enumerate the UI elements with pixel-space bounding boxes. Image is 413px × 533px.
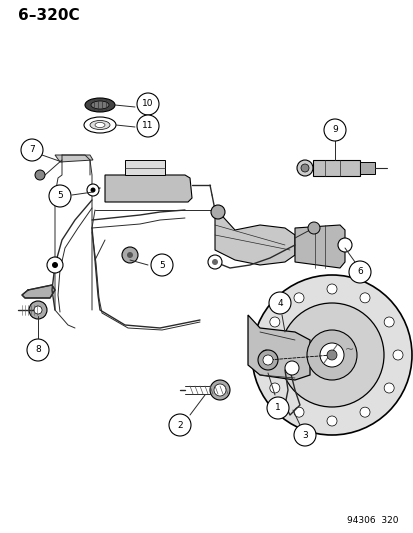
Circle shape — [326, 416, 336, 426]
Circle shape — [279, 303, 383, 407]
Circle shape — [326, 350, 336, 360]
Ellipse shape — [95, 123, 105, 127]
Ellipse shape — [209, 380, 230, 400]
Circle shape — [359, 407, 369, 417]
Circle shape — [252, 275, 411, 435]
Text: 2: 2 — [177, 421, 183, 430]
Polygon shape — [359, 162, 374, 174]
Circle shape — [151, 254, 173, 276]
Polygon shape — [105, 175, 192, 202]
Ellipse shape — [84, 117, 116, 133]
Circle shape — [262, 355, 272, 365]
Circle shape — [49, 185, 71, 207]
Circle shape — [87, 184, 99, 196]
Circle shape — [293, 407, 303, 417]
Text: 6–320C: 6–320C — [18, 8, 79, 23]
Circle shape — [307, 222, 319, 234]
Text: 3: 3 — [301, 431, 307, 440]
Polygon shape — [22, 285, 55, 298]
Text: 5: 5 — [159, 261, 164, 270]
Text: 6: 6 — [356, 268, 362, 277]
Circle shape — [211, 259, 218, 265]
Polygon shape — [214, 208, 294, 265]
Ellipse shape — [91, 101, 109, 109]
Text: 4: 4 — [277, 298, 282, 308]
Circle shape — [137, 115, 159, 137]
Text: ~: ~ — [344, 345, 354, 355]
Circle shape — [260, 350, 271, 360]
Circle shape — [284, 361, 298, 375]
Ellipse shape — [85, 98, 115, 112]
Polygon shape — [294, 225, 344, 268]
Circle shape — [337, 238, 351, 252]
Circle shape — [383, 317, 393, 327]
Text: 10: 10 — [142, 100, 153, 109]
Circle shape — [383, 383, 393, 393]
Text: 1: 1 — [275, 403, 280, 413]
Polygon shape — [125, 160, 165, 175]
Circle shape — [266, 397, 288, 419]
Circle shape — [392, 350, 402, 360]
Circle shape — [269, 383, 279, 393]
Circle shape — [348, 261, 370, 283]
Circle shape — [300, 164, 308, 172]
Polygon shape — [247, 315, 309, 380]
Ellipse shape — [214, 384, 225, 396]
Circle shape — [319, 343, 343, 367]
Circle shape — [268, 292, 290, 314]
Ellipse shape — [90, 120, 110, 130]
Circle shape — [211, 205, 224, 219]
Circle shape — [52, 262, 58, 268]
Text: 8: 8 — [35, 345, 41, 354]
Circle shape — [293, 424, 315, 446]
Circle shape — [323, 119, 345, 141]
Circle shape — [35, 170, 45, 180]
Text: 9: 9 — [331, 125, 337, 134]
Circle shape — [169, 414, 190, 436]
Circle shape — [122, 247, 138, 263]
Circle shape — [127, 252, 133, 258]
Polygon shape — [312, 160, 359, 176]
Circle shape — [34, 306, 42, 314]
Text: 7: 7 — [29, 146, 35, 155]
Circle shape — [29, 301, 47, 319]
Circle shape — [359, 293, 369, 303]
Circle shape — [207, 255, 221, 269]
Polygon shape — [55, 155, 93, 162]
Circle shape — [293, 293, 303, 303]
Circle shape — [137, 93, 159, 115]
Circle shape — [296, 160, 312, 176]
Circle shape — [90, 188, 95, 192]
Circle shape — [326, 284, 336, 294]
Circle shape — [257, 350, 277, 370]
Circle shape — [47, 257, 63, 273]
Circle shape — [306, 330, 356, 380]
Text: 94306  320: 94306 320 — [347, 516, 398, 525]
Text: 5: 5 — [57, 191, 63, 200]
Circle shape — [21, 139, 43, 161]
Text: 11: 11 — [142, 122, 153, 131]
Circle shape — [269, 317, 279, 327]
Circle shape — [27, 339, 49, 361]
